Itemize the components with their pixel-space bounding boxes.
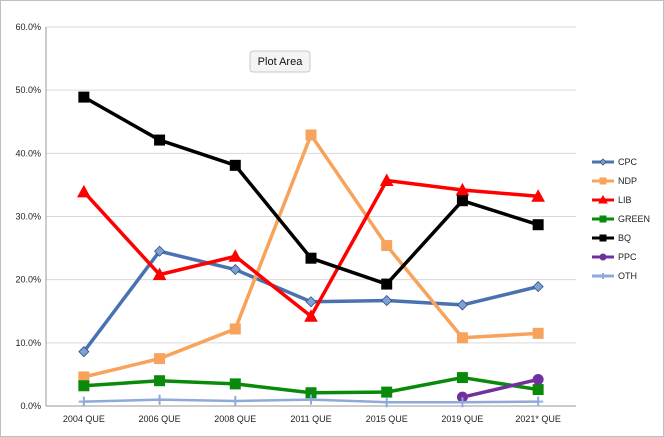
gridlines xyxy=(46,26,576,344)
series-bq-marker xyxy=(229,159,241,171)
x-tick-label: 2021* QUE xyxy=(515,414,561,424)
series-ndp-marker xyxy=(456,332,468,344)
series-green-marker xyxy=(78,380,90,392)
series-green xyxy=(78,372,544,399)
series-cpc xyxy=(78,245,544,358)
x-tick-label: 2011 QUE xyxy=(290,414,331,424)
legend: CPC NDP LIB GREEN BQ PPC OTH xyxy=(592,157,650,281)
series-oth-marker xyxy=(306,394,316,405)
series-lib-marker xyxy=(77,184,91,198)
y-tick-label: 20.0% xyxy=(15,275,41,285)
axes xyxy=(45,27,576,407)
legend-label-green: GREEN xyxy=(618,214,650,224)
legend-item-bq: BQ xyxy=(592,233,631,243)
legend-item-lib: LIB xyxy=(592,194,632,205)
legend-green-marker xyxy=(599,215,607,223)
series-bq-marker xyxy=(305,252,317,264)
series-ppc-marker xyxy=(532,373,544,385)
series-oth-marker xyxy=(381,397,392,408)
legend-item-ndp: NDP xyxy=(592,176,637,186)
series-lib-marker xyxy=(531,189,545,202)
plot-area-tooltip-box xyxy=(249,50,311,73)
legend-oth-marker xyxy=(600,273,606,279)
x-tick-label: 2019 QUE xyxy=(441,414,483,424)
series-cpc-marker xyxy=(456,299,468,311)
series-bq-marker xyxy=(154,134,166,146)
series-oth-marker xyxy=(78,396,89,407)
series-bq-marker xyxy=(78,91,90,103)
legend-label-ppc: PPC xyxy=(618,252,637,262)
series-cpc-marker xyxy=(154,245,166,257)
series-lib xyxy=(77,173,545,322)
series-oth-marker xyxy=(230,395,241,406)
legend-item-green: GREEN xyxy=(592,214,650,224)
legend-label-lib: LIB xyxy=(618,195,632,205)
series-cpc-marker xyxy=(532,281,544,293)
y-tick-label: 40.0% xyxy=(15,148,41,158)
series-green-marker xyxy=(154,375,166,387)
x-tick-label: 2006 QUE xyxy=(139,414,181,424)
series-ndp xyxy=(78,129,544,383)
y-tick-label: 60.0% xyxy=(15,22,41,32)
series-cpc-marker xyxy=(229,263,241,276)
plot-area-tooltip-label: Plot Area xyxy=(258,56,304,68)
legend-label-ndp: NDP xyxy=(618,176,637,186)
series-oth xyxy=(78,394,544,408)
legend-ppc-marker xyxy=(599,253,607,261)
legend-item-oth: OTH xyxy=(592,271,637,281)
legend-item-ppc: PPC xyxy=(592,252,637,262)
series-bq-marker xyxy=(532,219,544,231)
series-green-marker xyxy=(456,372,468,384)
plot-area-tooltip: Plot Area xyxy=(249,50,311,73)
series-green-marker xyxy=(532,384,544,396)
y-axis-tick-labels: 0.0% 10.0% 20.0% 30.0% 40.0% 50.0% 60.0% xyxy=(15,22,41,411)
legend-label-cpc: CPC xyxy=(618,157,638,167)
series-lib-marker xyxy=(304,309,318,322)
y-tick-label: 0.0% xyxy=(20,401,41,411)
series-ndp-marker xyxy=(305,129,317,141)
x-tick-label: 2004 QUE xyxy=(63,414,105,424)
y-tick-label: 30.0% xyxy=(15,212,41,222)
series-line-ppc xyxy=(462,377,539,399)
series-oth-marker xyxy=(457,397,468,408)
series-bq-marker xyxy=(381,278,393,290)
series-group xyxy=(77,91,545,408)
series-cpc-marker xyxy=(381,294,393,307)
series-cpc-marker xyxy=(78,346,90,358)
series-bq xyxy=(78,91,544,290)
series-lib-marker xyxy=(152,267,167,281)
series-green-marker xyxy=(381,386,393,398)
series-ndp-marker xyxy=(381,240,393,252)
series-ndp-marker xyxy=(229,323,241,335)
series-ndp-marker xyxy=(532,327,544,339)
series-ndp-marker xyxy=(154,353,166,365)
series-lib-marker xyxy=(379,173,394,186)
legend-ndp-marker xyxy=(599,177,607,185)
series-oth-marker xyxy=(154,394,165,405)
series-cpc-marker xyxy=(305,296,317,308)
x-tick-label: 2015 QUE xyxy=(366,414,408,424)
x-tick-label: 2008 QUE xyxy=(214,414,256,424)
legend-cpc-marker xyxy=(599,158,607,166)
x-axis-tick-labels: 2004 QUE 2006 QUE 2008 QUE 2011 QUE 2015 QUE… xyxy=(63,414,561,424)
series-bq-marker xyxy=(456,195,468,207)
series-lib-marker xyxy=(228,249,243,262)
series-ppc xyxy=(456,373,544,403)
legend-label-bq: BQ xyxy=(618,233,631,243)
legend-bq-marker xyxy=(599,234,607,242)
legend-lib-marker xyxy=(598,194,608,204)
series-green-marker xyxy=(229,378,241,390)
legend-label-oth: OTH xyxy=(618,271,637,281)
legend-item-cpc: CPC xyxy=(592,157,638,167)
series-oth-marker xyxy=(533,396,544,407)
series-lib-marker xyxy=(455,182,470,196)
y-tick-label: 50.0% xyxy=(15,85,41,95)
y-tick-label: 10.0% xyxy=(15,338,41,348)
